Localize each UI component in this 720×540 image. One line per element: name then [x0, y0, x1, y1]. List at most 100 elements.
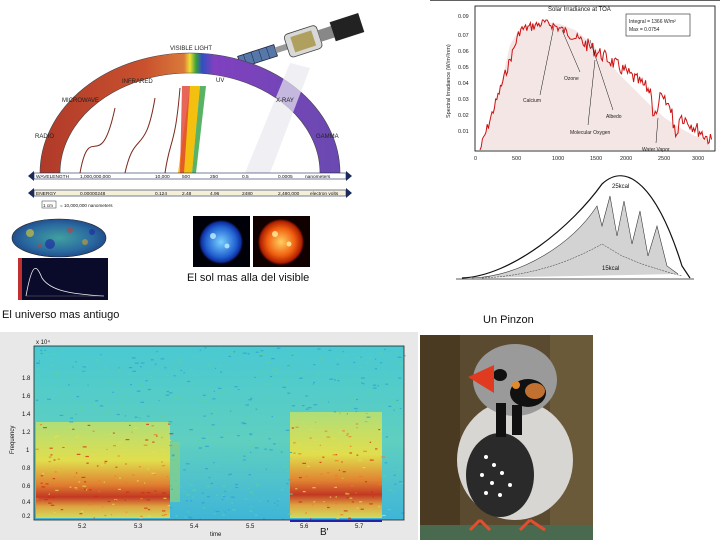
spectrogram-speckle [222, 514, 225, 516]
spectrogram-speckle [125, 491, 130, 493]
spectrogram-speckle [291, 405, 296, 407]
spectrogram-speckle [303, 422, 305, 424]
spectrogram-speckle [54, 436, 57, 438]
spectrogram-speckle [265, 468, 267, 470]
spectrogram-speckle [398, 400, 400, 402]
spectrogram-speckle [389, 489, 392, 491]
spectrogram-speckle [225, 362, 228, 364]
spectrogram-speckle [233, 351, 236, 353]
spectrogram-speckle [328, 401, 330, 403]
spectrogram-speckle [305, 410, 307, 413]
spectrogram-speckle [227, 509, 230, 511]
caption-sun-beyond-visible: El sol mas alla del visible [187, 272, 310, 284]
spectrogram-speckle [153, 355, 156, 357]
spectrogram-speckle [114, 475, 117, 477]
spectrogram-speckle [348, 381, 351, 383]
spectrogram-speckle [167, 505, 170, 507]
spectrogram-speckle [69, 486, 72, 488]
spectrogram-speckle [249, 434, 252, 436]
spectrogram-speckle [242, 458, 244, 460]
spectrogram-speckle [39, 424, 43, 426]
spectrogram-speckle [375, 358, 377, 360]
spectrogram-speckle [39, 360, 41, 362]
spectrogram-speckle [192, 496, 194, 498]
spectrogram-speckle [187, 511, 190, 513]
spectrogram-speckle [62, 410, 66, 412]
spectrogram-speckle [86, 489, 88, 491]
spectrogram-speckle [364, 421, 368, 423]
spectrogram-speckle [313, 404, 318, 406]
spectrogram-speckle [149, 411, 153, 413]
spectrogram-speckle [243, 455, 246, 457]
spectrogram-speckle [283, 451, 288, 453]
spectrogram-speckle [220, 371, 223, 373]
spectrogram-speckle [191, 383, 195, 385]
spectrogram-speckle [206, 496, 210, 498]
energy-value-3: 4.96 [210, 191, 220, 197]
spectrogram-speckle [328, 349, 332, 351]
spectrogram-speckle [72, 366, 74, 368]
spectrogram-speckle [86, 487, 89, 489]
spectrogram-speckle [219, 392, 223, 394]
spectrogram-speckle [175, 497, 179, 499]
spectrogram-speckle [340, 514, 344, 516]
spectrogram-speckle [198, 447, 202, 449]
spectrogram-speckle [83, 364, 88, 366]
spectrogram-speckle [218, 364, 221, 366]
spectrogram-speckle [124, 499, 126, 501]
spectrogram-speckle [210, 390, 212, 392]
spectrogram-speckle [117, 370, 121, 372]
spectrogram-speckle [35, 448, 39, 450]
spectrogram-speckle [151, 425, 154, 427]
spectrogram-speckle [205, 445, 209, 447]
spectrogram-speckle [45, 354, 48, 356]
spectrogram-speckle [214, 413, 217, 415]
spectrogram-speckle [268, 397, 270, 399]
spectrogram-speckle [112, 391, 114, 393]
spectrogram-speckle [338, 406, 341, 408]
spectrogram-speckle [248, 399, 252, 401]
spectrogram-speckle [247, 487, 250, 489]
spectrogram-speckle [399, 481, 403, 483]
spectrogram-speckle [157, 367, 159, 369]
spectrogram-speckle [82, 485, 87, 487]
spectrogram-speckle [307, 407, 312, 409]
solar-xtick: 500 [512, 156, 521, 162]
spectrogram-speckle [149, 418, 152, 420]
spectrogram-speckle [183, 467, 185, 469]
spectrogram-speckle [87, 384, 89, 386]
wavelength-value-5: 0.0005 [278, 174, 293, 180]
spectrogram-speckle [365, 412, 368, 415]
spectrogram-speckle [208, 418, 210, 420]
spectrogram-speckle [335, 454, 338, 456]
sun-xray-image [253, 216, 310, 267]
spectrogram-speckle [315, 421, 317, 423]
spectrogram-speckle [353, 361, 356, 364]
solar-ytick: 0.03 [458, 97, 469, 103]
spectrogram-xtick: 5.2 [78, 524, 87, 530]
spectrogram-speckle [378, 506, 381, 508]
solar-irradiance-chart: Solar Irradiance at TOA 0.09 0.07 0.06 0… [430, 0, 720, 165]
spectrogram-speckle [334, 477, 339, 480]
spectrogram-speckle [288, 479, 291, 481]
spectrogram-speckle [242, 459, 246, 461]
wavelength-value-2: 500 [182, 174, 190, 180]
spectrogram-speckle [262, 370, 264, 372]
spectrogram-speckle [36, 368, 41, 370]
spectrogram-speckle [131, 474, 135, 476]
spectrogram-speckle [382, 514, 386, 517]
blackbody-spectrum-image: 25kcal 15kcal [452, 166, 698, 292]
spectrogram-speckle [317, 373, 320, 375]
band-gamma: GAMMA [316, 134, 339, 140]
solar-legend-line2: Max = 0.0754 [629, 27, 660, 33]
spectrogram-speckle [121, 450, 125, 452]
spectrogram-speckle [118, 389, 122, 391]
solar-annotation-oxygen: Molecular Oxygen [570, 130, 611, 136]
spectrogram-speckle [154, 490, 157, 492]
spectrogram-speckle [125, 463, 127, 465]
spectrogram-speckle [229, 409, 233, 412]
spectrogram-speckle [112, 503, 115, 505]
spectrogram-speckle [379, 351, 383, 353]
spectrogram-speckle [270, 375, 273, 378]
wavelength-value-4: 0.5 [242, 174, 249, 180]
